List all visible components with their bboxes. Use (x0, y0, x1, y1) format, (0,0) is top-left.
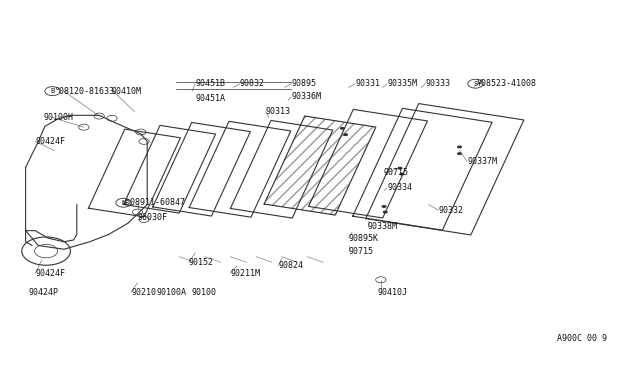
Circle shape (397, 167, 403, 170)
Text: S: S (474, 81, 477, 87)
Text: 90211M: 90211M (230, 269, 260, 278)
Text: 90332: 90332 (438, 206, 463, 215)
Text: N: N (122, 200, 125, 206)
Text: 90451B: 90451B (195, 79, 225, 88)
Circle shape (383, 211, 388, 214)
Text: 90100: 90100 (192, 288, 217, 296)
Text: 90100H: 90100H (44, 113, 74, 122)
Text: B: B (51, 88, 54, 94)
Text: A900C 00 9: A900C 00 9 (557, 334, 607, 343)
Text: 90337M: 90337M (467, 157, 497, 166)
Text: 90424F: 90424F (35, 269, 65, 278)
Circle shape (381, 205, 387, 208)
Text: 90100A: 90100A (157, 288, 187, 296)
Text: 90210: 90210 (131, 288, 156, 296)
Text: 90451A: 90451A (195, 94, 225, 103)
Text: 90832: 90832 (240, 79, 265, 88)
Text: 90424F: 90424F (35, 137, 65, 146)
Text: 90715: 90715 (384, 169, 409, 177)
Text: 90424P: 90424P (29, 288, 59, 296)
Circle shape (457, 145, 462, 148)
Text: 90331: 90331 (355, 79, 380, 88)
Text: 90410M: 90410M (112, 87, 142, 96)
Text: 90338M: 90338M (368, 222, 398, 231)
Text: 90715: 90715 (349, 247, 374, 256)
Text: 90333: 90333 (426, 79, 451, 88)
Text: 90336M: 90336M (291, 92, 321, 101)
Circle shape (457, 152, 462, 155)
Text: 90152: 90152 (189, 258, 214, 267)
Circle shape (343, 133, 348, 136)
Text: 90313: 90313 (266, 107, 291, 116)
Text: 90334: 90334 (387, 183, 412, 192)
Text: 90824: 90824 (278, 262, 303, 270)
Text: ®08911-60847: ®08911-60847 (125, 198, 185, 207)
Text: ¥08523-41008: ¥08523-41008 (477, 79, 537, 88)
Text: 90410J: 90410J (378, 288, 408, 296)
Text: °08120-81633: °08120-81633 (54, 87, 115, 96)
Text: 90895: 90895 (291, 79, 316, 88)
Circle shape (340, 127, 345, 130)
Text: 90895K: 90895K (349, 234, 379, 243)
Text: 90335M: 90335M (387, 79, 417, 88)
Circle shape (399, 173, 404, 176)
Text: 96030F: 96030F (138, 213, 168, 222)
